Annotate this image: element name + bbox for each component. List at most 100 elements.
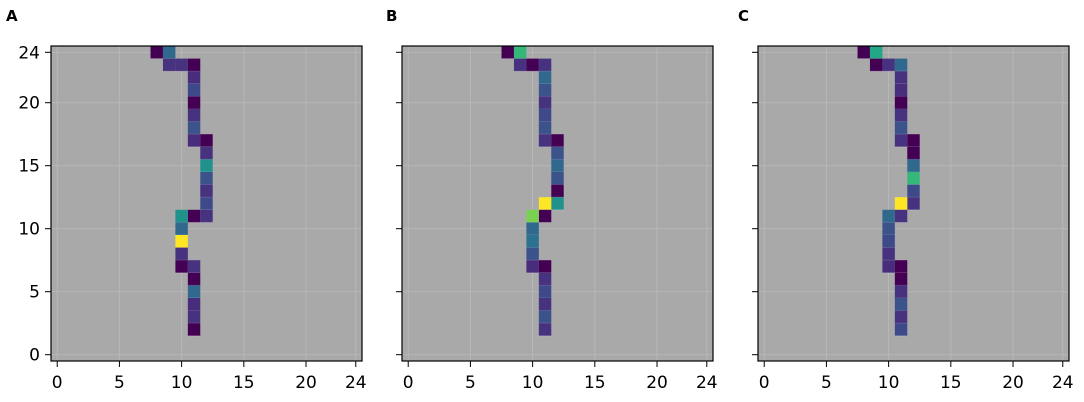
heatmap-cell — [894, 71, 908, 84]
heatmap-cell — [551, 172, 564, 185]
heatmap-cell — [200, 159, 213, 172]
axes-frame — [401, 45, 714, 362]
panel-b: B 0 5 10 15 20 24 — [386, 7, 718, 393]
heatmap-cell — [187, 298, 201, 311]
heatmap-cell — [538, 134, 552, 147]
heatmap-cell — [869, 46, 883, 59]
heatmap-cell — [175, 58, 188, 72]
heatmap-cell — [907, 172, 920, 185]
heatmap-cell — [551, 184, 564, 198]
heatmap-cell — [894, 58, 908, 72]
x-tick-label: 0 — [759, 373, 770, 393]
heatmap-cell — [175, 209, 188, 223]
heatmap-cell — [538, 121, 552, 135]
heatmap-cell — [538, 197, 552, 210]
x-tick-label: 0 — [403, 373, 414, 393]
heatmap-cell — [200, 197, 213, 210]
heatmap-cell — [857, 46, 870, 59]
heatmap-cell — [187, 285, 201, 298]
heatmap-cell — [187, 71, 201, 84]
panel-label: A — [6, 7, 18, 25]
x-tick-label: 5 — [465, 373, 476, 393]
heatmap-cell — [538, 83, 552, 97]
heatmap-cell — [894, 209, 908, 223]
heatmap-cell — [894, 323, 908, 336]
heatmap-cell — [882, 209, 895, 223]
heatmap-cell — [894, 96, 908, 109]
heatmap-cell — [882, 222, 895, 235]
heatmap-cell — [187, 121, 201, 135]
heatmap-cell — [551, 134, 564, 147]
x-tick-label: 15 — [940, 373, 962, 393]
x-tick-label: 0 — [52, 373, 63, 393]
heatmap-cell — [187, 58, 201, 72]
heatmap-cell — [187, 260, 201, 273]
heatmap-cell — [538, 298, 552, 311]
x-tick-label: 20 — [646, 373, 668, 393]
heatmap-cell — [894, 197, 908, 210]
x-tick-label: 24 — [345, 373, 367, 393]
y-tick-label: 10 — [18, 220, 40, 240]
heatmap-cell — [551, 146, 564, 160]
heatmap-cell — [200, 146, 213, 160]
heatmap-cell — [894, 83, 908, 97]
heatmap-cell — [894, 285, 908, 298]
heatmap-cell — [538, 285, 552, 298]
y-tick-label: 0 — [29, 346, 40, 366]
heatmap-cell — [551, 197, 564, 210]
axes-frame — [50, 45, 363, 362]
heatmap-cell — [187, 109, 201, 122]
heatmap-cell — [894, 260, 908, 273]
heatmap-cell — [538, 96, 552, 109]
panel-label: B — [386, 7, 397, 25]
heatmap-cell — [187, 323, 201, 336]
heatmap-cell — [538, 323, 552, 336]
heatmap-cell — [175, 222, 188, 235]
heatmap-cell — [162, 58, 176, 72]
heatmap-cell — [538, 310, 552, 324]
y-tick-label: 24 — [18, 43, 40, 63]
heatmap-cell — [162, 46, 176, 59]
panel-a: A 0 5 10 15 20 24 0 5 10 15 20 24 — [6, 7, 367, 393]
panel-c: C 0 5 10 15 20 24 — [738, 7, 1074, 393]
heatmap-cell — [538, 209, 552, 223]
panel-label: C — [738, 7, 749, 25]
heatmap-cell — [187, 209, 201, 223]
heatmap-cell — [150, 46, 163, 59]
heatmap-cell — [187, 96, 201, 109]
heatmap-cell — [526, 58, 539, 72]
x-tick-label: 5 — [821, 373, 832, 393]
heatmap-cell — [175, 247, 188, 261]
heatmap-cell — [907, 184, 920, 198]
heatmap-cell — [187, 310, 201, 324]
heatmap-cell — [526, 209, 539, 223]
x-tick-label: 10 — [878, 373, 900, 393]
heatmap-cell — [526, 235, 539, 248]
x-tick-label: 10 — [522, 373, 544, 393]
heatmap-cell — [907, 146, 920, 160]
heatmap-cell — [882, 58, 895, 72]
y-tick-label: 20 — [18, 94, 40, 114]
heatmap-cell — [501, 46, 514, 59]
heatmap-cell — [538, 71, 552, 84]
heatmap-cell — [200, 184, 213, 198]
y-tick-label: 5 — [29, 283, 40, 303]
x-tick-label: 5 — [114, 373, 125, 393]
heatmap-cell — [907, 134, 920, 147]
heatmap-cell — [200, 209, 213, 223]
heatmap-cell — [882, 260, 895, 273]
x-tick-label: 20 — [295, 373, 317, 393]
heatmap-cell — [200, 172, 213, 185]
heatmap-cell — [175, 260, 188, 273]
x-tick-label: 15 — [233, 373, 255, 393]
heatmap-cell — [551, 159, 564, 172]
heatmap-cell — [200, 134, 213, 147]
heatmap-cell — [538, 272, 552, 286]
heatmap-cell — [187, 272, 201, 286]
heatmap-cell — [175, 235, 188, 248]
heatmap-cell — [907, 197, 920, 210]
heatmap-cell — [526, 222, 539, 235]
heatmap-cell — [187, 134, 201, 147]
heatmap-cell — [894, 310, 908, 324]
